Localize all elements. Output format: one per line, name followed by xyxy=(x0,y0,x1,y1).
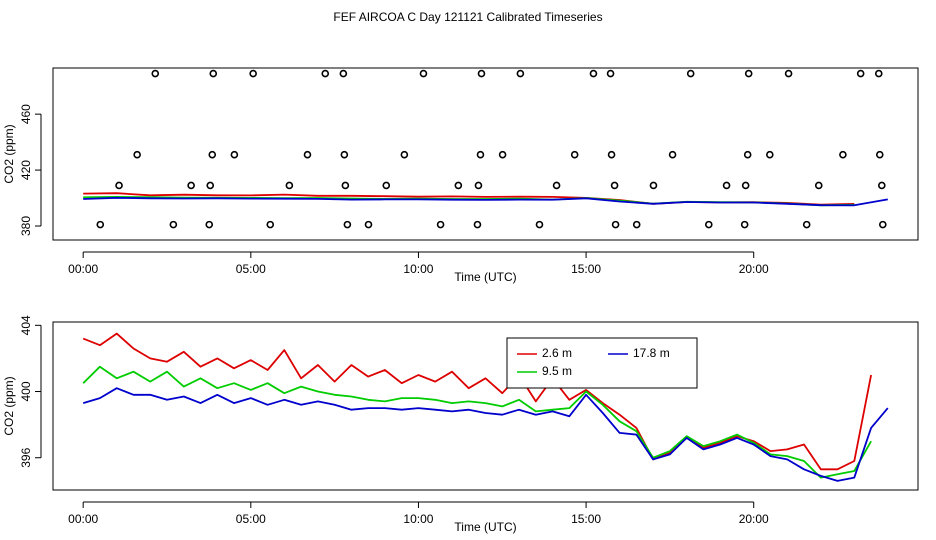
x-tick-label: 10:00 xyxy=(403,512,433,526)
flag-point xyxy=(205,220,214,229)
x-tick-label: 00:00 xyxy=(68,512,98,526)
flag-point xyxy=(285,181,294,190)
flag-point xyxy=(877,181,886,190)
flag-point xyxy=(784,69,793,78)
flag-point xyxy=(875,150,884,159)
flag-point xyxy=(476,150,485,159)
flag-point xyxy=(364,220,373,229)
y-tick-label: 460 xyxy=(19,104,33,124)
flag-point xyxy=(743,150,752,159)
flag-point xyxy=(814,181,823,190)
plot-frame xyxy=(52,321,919,491)
flag-point xyxy=(607,150,616,159)
legend-label: 17.8 m xyxy=(633,346,670,360)
legend-label: 2.6 m xyxy=(542,346,572,360)
flag-point xyxy=(151,69,160,78)
series-line xyxy=(82,365,872,479)
flag-point xyxy=(339,69,348,78)
figure-title: FEF AIRCOA C Day 121121 Calibrated Times… xyxy=(333,10,602,24)
flag-point xyxy=(740,220,749,229)
series-line xyxy=(82,387,889,482)
x-tick-label: 05:00 xyxy=(236,262,266,276)
flag-point xyxy=(722,181,731,190)
flag-point xyxy=(649,181,658,190)
flag-point xyxy=(611,220,620,229)
legend-box xyxy=(506,337,698,389)
y-tick-label: 420 xyxy=(19,160,33,180)
flag-point xyxy=(382,181,391,190)
x-tick-label: 20:00 xyxy=(739,262,769,276)
flag-point xyxy=(209,69,218,78)
flag-point xyxy=(96,220,105,229)
x-tick-label: 15:00 xyxy=(571,262,601,276)
flag-point xyxy=(400,150,409,159)
flag-point xyxy=(668,150,677,159)
flag-point xyxy=(741,181,750,190)
flag-point xyxy=(477,69,486,78)
flag-point xyxy=(704,220,713,229)
flag-point xyxy=(436,220,445,229)
flag-point xyxy=(516,69,525,78)
flag-point xyxy=(766,150,774,159)
flag-point xyxy=(208,150,217,159)
x-tick-label: 20:00 xyxy=(739,512,769,526)
flag-point xyxy=(552,181,561,190)
flag-point xyxy=(535,220,544,229)
flag-point xyxy=(343,220,352,229)
flag-point xyxy=(589,69,598,78)
flag-point xyxy=(606,69,615,78)
flag-point xyxy=(498,150,507,159)
y-axis-title: CO2 (ppm) xyxy=(2,124,16,183)
x-axis-title: Time (UTC) xyxy=(454,520,516,534)
series-line xyxy=(83,196,888,207)
flag-point xyxy=(340,150,349,159)
flag-point xyxy=(878,220,887,229)
legend-label: 9.5 m xyxy=(542,364,572,378)
y-tick-label: 380 xyxy=(19,216,33,236)
flag-point xyxy=(473,220,482,229)
flag-point xyxy=(454,181,463,190)
flag-point xyxy=(266,220,275,229)
x-tick-label: 10:00 xyxy=(403,262,433,276)
flag-point xyxy=(839,150,847,159)
flag-point xyxy=(570,150,579,159)
flag-point xyxy=(187,181,195,190)
flag-point xyxy=(133,150,141,159)
y-tick-label: 396 xyxy=(19,447,33,467)
flag-point xyxy=(474,181,483,190)
flag-point xyxy=(610,181,619,190)
x-tick-label: 00:00 xyxy=(68,262,98,276)
flag-point xyxy=(249,69,257,78)
plot-frame xyxy=(52,67,919,241)
flag-point xyxy=(321,69,330,78)
flag-point xyxy=(206,181,215,190)
flag-point xyxy=(303,150,312,159)
y-tick-label: 404 xyxy=(19,315,33,335)
flag-point xyxy=(169,220,178,229)
x-axis-title: Time (UTC) xyxy=(454,270,516,284)
x-tick-label: 15:00 xyxy=(571,512,601,526)
flag-point xyxy=(802,220,811,229)
series-line xyxy=(82,332,872,471)
flag-point xyxy=(856,69,865,78)
y-axis-title: CO2 (ppm) xyxy=(2,376,16,435)
flag-point xyxy=(115,181,123,190)
flag-point xyxy=(744,69,753,78)
x-tick-label: 05:00 xyxy=(236,512,266,526)
flag-point xyxy=(686,69,695,78)
flag-point xyxy=(230,150,239,159)
flag-point xyxy=(874,69,883,78)
flag-point xyxy=(419,69,428,78)
flag-point xyxy=(632,220,641,229)
y-tick-label: 400 xyxy=(19,381,33,401)
flag-point xyxy=(341,181,350,190)
